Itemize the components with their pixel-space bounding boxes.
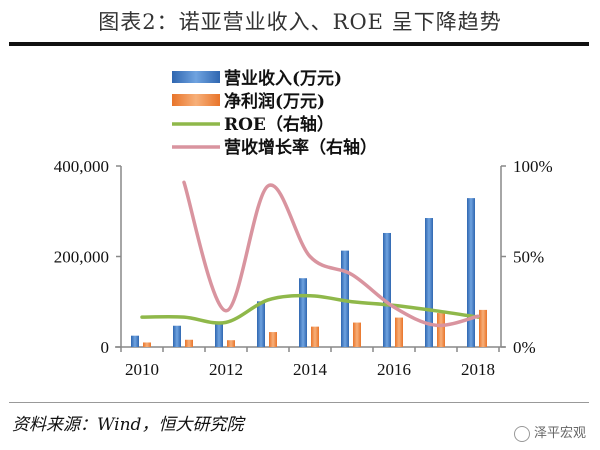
revenue-bar xyxy=(425,218,433,347)
legend-swatch xyxy=(172,71,220,83)
x-tick-label: 2010 xyxy=(125,360,159,379)
net-profit-bar xyxy=(437,313,445,347)
left-tick-label: 0 xyxy=(101,338,110,357)
revenue-growth-line xyxy=(182,180,480,328)
net-profit-bar xyxy=(479,309,487,347)
source-rule xyxy=(9,402,589,403)
watermark-text: 泽平宏观 xyxy=(533,426,586,441)
net-profit-bar xyxy=(185,339,193,347)
net-profit-bar xyxy=(227,340,235,347)
legend-swatch xyxy=(172,94,220,106)
x-tick-label: 2018 xyxy=(461,360,495,379)
chart-title: 图表2：诺亚营业收入、ROE 呈下降趋势 xyxy=(98,10,502,34)
legend-label: 净利润(万元) xyxy=(224,91,325,112)
wechat-icon xyxy=(513,425,530,442)
revenue-bar xyxy=(467,198,475,347)
net-profit-bar xyxy=(311,326,319,347)
net-profit-bar xyxy=(269,332,277,347)
roe-line xyxy=(140,293,480,325)
x-tick-label: 2012 xyxy=(209,360,243,379)
right-tick-label: 100% xyxy=(513,157,553,176)
right-tick-label: 0% xyxy=(513,338,536,357)
legend-label: 营收增长率（右轴） xyxy=(224,137,377,158)
net-profit-bar xyxy=(395,317,403,347)
watermark: 泽平宏观 xyxy=(513,422,586,442)
x-tick-label: 2016 xyxy=(377,360,411,379)
revenue-bar xyxy=(299,278,307,347)
source-note: 资料来源：Wind，恒大研究院 xyxy=(12,415,244,435)
revenue-bar xyxy=(131,335,139,347)
left-tick-label: 200,000 xyxy=(54,248,109,267)
revenue-bar xyxy=(341,250,349,347)
legend-label: 营业收入(万元) xyxy=(224,68,342,89)
revenue-bar xyxy=(257,301,265,347)
legend-label: ROE（右轴） xyxy=(224,114,334,135)
revenue-bar xyxy=(215,322,223,347)
net-profit-bar xyxy=(353,322,361,347)
title-rule xyxy=(9,42,589,46)
revenue-bar xyxy=(173,325,181,347)
right-tick-label: 50% xyxy=(513,248,544,267)
net-profit-bar xyxy=(143,342,151,347)
left-tick-label: 400,000 xyxy=(54,157,109,176)
x-tick-label: 2014 xyxy=(293,360,328,379)
revenue-bar xyxy=(383,232,391,347)
